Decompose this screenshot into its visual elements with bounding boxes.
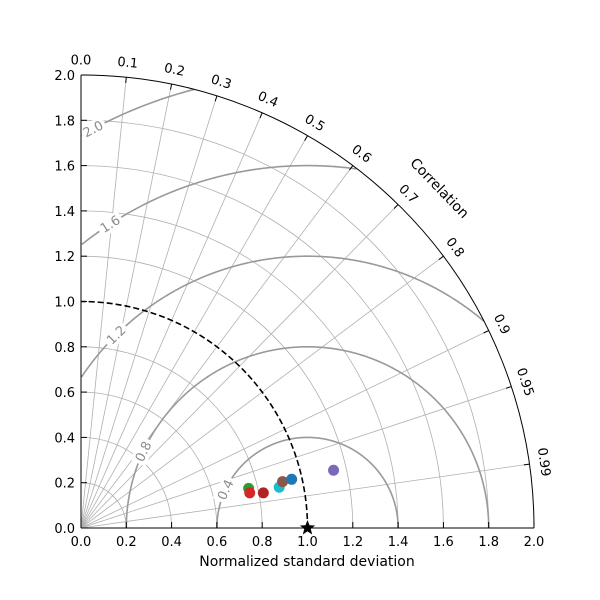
correlation-grid-line bbox=[80, 386, 512, 529]
x-tick-label: 0.4 bbox=[161, 535, 182, 550]
rms-label-bg bbox=[212, 474, 239, 505]
correlation-grid-line bbox=[80, 95, 218, 529]
correlation-tick-label: 0.0 bbox=[71, 54, 92, 69]
x-tick-label: 1.6 bbox=[433, 535, 454, 550]
y-tick-label: 0.8 bbox=[54, 341, 75, 356]
y-tick-label: 1.2 bbox=[54, 250, 75, 265]
correlation-grid-line bbox=[80, 77, 127, 529]
correlation-tick-label: 0.99 bbox=[534, 447, 553, 478]
std-grid-arc bbox=[80, 255, 354, 529]
rms-label-bg bbox=[101, 320, 132, 350]
data-point bbox=[244, 487, 256, 499]
x-tick-label: 2.0 bbox=[524, 535, 545, 550]
y-tick-label: 1.0 bbox=[54, 296, 75, 311]
correlation-tick-label: 0.7 bbox=[395, 182, 420, 207]
correlation-tick-label: 0.2 bbox=[163, 61, 186, 80]
correlation-tick-mark bbox=[483, 330, 489, 334]
correlation-tick-label: 0.3 bbox=[209, 72, 233, 93]
y-tick-label: 2.0 bbox=[54, 69, 75, 84]
y-tick-label: 0.0 bbox=[54, 522, 75, 537]
correlation-tick-label: 0.9 bbox=[490, 312, 513, 337]
correlation-axis-label: Correlation bbox=[407, 155, 472, 222]
std-grid-arc bbox=[80, 482, 127, 529]
x-tick-label: 0.0 bbox=[71, 535, 92, 550]
y-tick-label: 0.6 bbox=[54, 386, 75, 401]
correlation-tick-mark bbox=[438, 255, 444, 260]
std-grid-arc bbox=[80, 346, 263, 529]
rms-contour bbox=[81, 164, 357, 246]
reference-star bbox=[299, 520, 316, 535]
x-tick-label: 0.6 bbox=[207, 535, 228, 550]
x-tick-label: 1.2 bbox=[342, 535, 363, 550]
outer-arc bbox=[80, 74, 535, 529]
data-points bbox=[243, 464, 340, 535]
correlation-tick-label: 0.8 bbox=[442, 235, 466, 261]
rms-label-bg bbox=[94, 210, 126, 238]
correlation-tick-mark bbox=[259, 112, 263, 119]
x-tick-label: 0.2 bbox=[116, 535, 137, 550]
correlation-tick-label: 0.95 bbox=[513, 366, 536, 398]
data-point bbox=[328, 464, 340, 476]
correlation-tick-mark bbox=[169, 84, 173, 90]
correlation-tick-label: 0.4 bbox=[255, 89, 280, 111]
correlation-tick-mark bbox=[125, 77, 127, 83]
std-grid-arc bbox=[80, 391, 218, 529]
rms-contour bbox=[125, 346, 490, 528]
y-tick-label: 0.4 bbox=[54, 431, 75, 446]
correlation-tick-mark bbox=[505, 386, 512, 389]
y-tick-label: 1.4 bbox=[54, 205, 75, 220]
x-tick-label: 1.4 bbox=[388, 535, 409, 550]
std-grid-arc bbox=[80, 210, 399, 529]
axes-frame bbox=[80, 74, 535, 529]
data-point bbox=[286, 473, 298, 485]
data-point bbox=[257, 487, 269, 499]
correlation-tick-mark bbox=[523, 463, 530, 466]
correlation-tick-label: 0.1 bbox=[117, 55, 139, 72]
correlation-tick-label: 0.6 bbox=[348, 142, 374, 166]
rms-contours: 0.40.81.21.62.0 bbox=[77, 88, 490, 528]
correlation-tick-mark bbox=[393, 204, 399, 209]
correlation-tick-mark bbox=[304, 135, 308, 141]
y-tick-label: 0.2 bbox=[54, 477, 75, 492]
rms-label-bg bbox=[77, 115, 109, 143]
y-tick-label: 1.6 bbox=[54, 160, 75, 175]
correlation-tick-mark bbox=[349, 165, 354, 171]
correlation-tick-mark bbox=[214, 95, 218, 102]
correlation-tick-label: 0.5 bbox=[302, 112, 327, 135]
y-tick-label: 1.8 bbox=[54, 114, 75, 129]
x-axis-label: Normalized standard deviation bbox=[199, 554, 414, 570]
x-tick-label: 1.8 bbox=[478, 535, 499, 550]
x-tick-label: 1.0 bbox=[297, 535, 318, 550]
rms-label-bg bbox=[130, 436, 157, 467]
data-point bbox=[277, 476, 289, 488]
rms-contour bbox=[80, 255, 485, 378]
std-grid-arc bbox=[80, 165, 444, 529]
x-tick-label: 0.8 bbox=[252, 535, 273, 550]
std-grid-arc bbox=[80, 119, 490, 529]
